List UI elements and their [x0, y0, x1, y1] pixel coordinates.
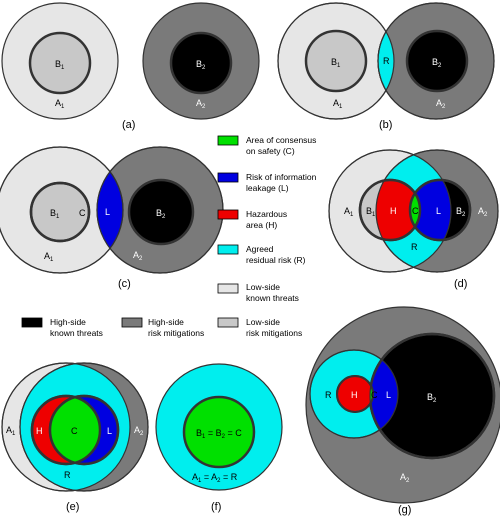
- d-label-B2: B2: [456, 206, 466, 218]
- caption-g: (g): [398, 504, 411, 516]
- e-label-L: L: [107, 426, 112, 436]
- d-label-L: L: [436, 206, 441, 216]
- b-label-R: R: [383, 56, 390, 66]
- d-label-C: C: [412, 206, 419, 216]
- b-circle-B2: [405, 29, 469, 93]
- panel-b: B1 R B2 A1 A2 (b): [277, 2, 495, 131]
- d-label-H: H: [390, 206, 397, 216]
- c-label-C: C: [79, 208, 86, 218]
- b-label-B2: B2: [432, 57, 442, 69]
- c-circle-B1-outline: [29, 181, 91, 243]
- f-label-A: A1 = A2 = R: [192, 472, 238, 484]
- d-label-A1: A1: [344, 206, 354, 218]
- f-label-B: B1 = B2 = C: [196, 428, 242, 440]
- legend-swatch-hazard: [217, 209, 239, 220]
- legend-low-mit-2: risk mitigations: [246, 328, 302, 338]
- e-circle-B1-outline: [30, 394, 102, 466]
- caption-b: (b): [379, 119, 392, 131]
- legend-low-known-1: Low-side: [246, 282, 280, 292]
- a-circle-B2: [169, 31, 233, 95]
- caption-e: (e): [66, 501, 79, 513]
- legend-hazard-2: area (H): [246, 220, 277, 230]
- legend-leakage-1: Risk of information: [246, 172, 317, 182]
- g-region-C: [369, 376, 373, 412]
- b-label-B1: B1: [331, 57, 341, 69]
- a-label-B1: B1: [55, 59, 65, 71]
- d-circle-B1-outline: [358, 178, 422, 242]
- panel-c: B1 C L B2 A1 A2 (c): [0, 146, 224, 290]
- d-circle-B2-outline: [408, 178, 472, 242]
- e-circle-A2-outline: [19, 362, 149, 492]
- legend-leakage-2: leakage (L): [246, 183, 289, 193]
- caption-f: (f): [211, 501, 221, 513]
- g-circle-H-outline: [336, 375, 374, 413]
- legend-hazard-1: Hazardous: [246, 209, 287, 219]
- d-label-R: R: [411, 242, 418, 252]
- c-circle-B2: [127, 178, 195, 246]
- legend-residual-2: residual risk (R): [246, 255, 306, 265]
- panel-a: B1 A1 B2 A2 (a): [1, 2, 260, 131]
- c-circle-A1-outline: [0, 146, 124, 274]
- legend-swatch-high-mit: [121, 317, 143, 328]
- b-circle-B1: [304, 29, 368, 93]
- caption-a: (a): [122, 119, 135, 131]
- legend-low-mit-1: Low-side: [246, 317, 280, 327]
- b-label-A2: A2: [436, 98, 446, 110]
- g-label-C: C: [371, 390, 378, 400]
- legend-swatch-low-mit: [217, 317, 239, 328]
- c-label-A2: A2: [133, 250, 143, 262]
- e-circle-B2-outline: [48, 394, 120, 466]
- panel-e: A1 H C L A2 R (e): [1, 362, 149, 513]
- legend-swatch-residual: [217, 244, 239, 255]
- legend-swatch-high-known: [21, 317, 43, 328]
- g-label-B2: B2: [427, 392, 437, 404]
- panel-d: A1 B1 H C L B2 A2 R (d): [328, 149, 499, 290]
- caption-c: (c): [118, 278, 131, 290]
- a-circle-B1: [28, 31, 92, 95]
- e-circle-A1-outline: [1, 362, 131, 492]
- g-label-R: R: [325, 390, 332, 400]
- panel-g: R H C L B2 A2 (g): [305, 306, 500, 516]
- legend: Area of consensus on safety (C) Risk of …: [21, 135, 317, 338]
- g-label-A2: A2: [400, 472, 410, 484]
- c-label-B2: B2: [156, 208, 166, 220]
- legend-consensus-2: on safety (C): [246, 146, 295, 156]
- e-label-R: R: [64, 470, 71, 480]
- a-label-A1: A1: [55, 98, 65, 110]
- c-label-B1: B1: [50, 208, 60, 220]
- c-label-A1: A1: [44, 251, 54, 263]
- g-label-L: L: [386, 390, 391, 400]
- b-circle-A1-outline: [277, 2, 395, 120]
- a-label-B2: B2: [196, 59, 206, 71]
- legend-high-mit-1: High-side: [148, 317, 184, 327]
- legend-consensus-1: Area of consensus: [246, 135, 316, 145]
- e-label-H: H: [36, 426, 43, 436]
- b-label-A1: A1: [333, 98, 343, 110]
- e-label-A1: A1: [6, 425, 16, 437]
- f-circle-B: [182, 395, 256, 469]
- legend-swatch-leakage: [217, 172, 239, 183]
- g-label-H: H: [351, 390, 358, 400]
- d-label-B1: B1: [366, 206, 376, 218]
- caption-d: (d): [454, 278, 467, 290]
- legend-low-known-2: known threats: [246, 293, 299, 303]
- legend-high-known-2: known threats: [50, 328, 103, 338]
- legend-residual-1: Agreed: [246, 244, 274, 254]
- c-label-L: L: [105, 207, 110, 217]
- e-label-A2: A2: [134, 425, 144, 437]
- g-circle-R-outline: [309, 349, 399, 439]
- e-label-C: C: [71, 426, 78, 436]
- legend-swatch-consensus: [217, 135, 239, 146]
- legend-high-known-1: High-side: [50, 317, 86, 327]
- d-label-A2: A2: [478, 206, 488, 218]
- panel-f: B1 = B2 = C A1 = A2 = R (f): [155, 363, 283, 513]
- b-circle-A2-outline: [377, 2, 495, 120]
- legend-swatch-low-known: [217, 283, 239, 294]
- a-label-A2: A2: [196, 98, 206, 110]
- legend-high-mit-2: risk mitigations: [148, 328, 204, 338]
